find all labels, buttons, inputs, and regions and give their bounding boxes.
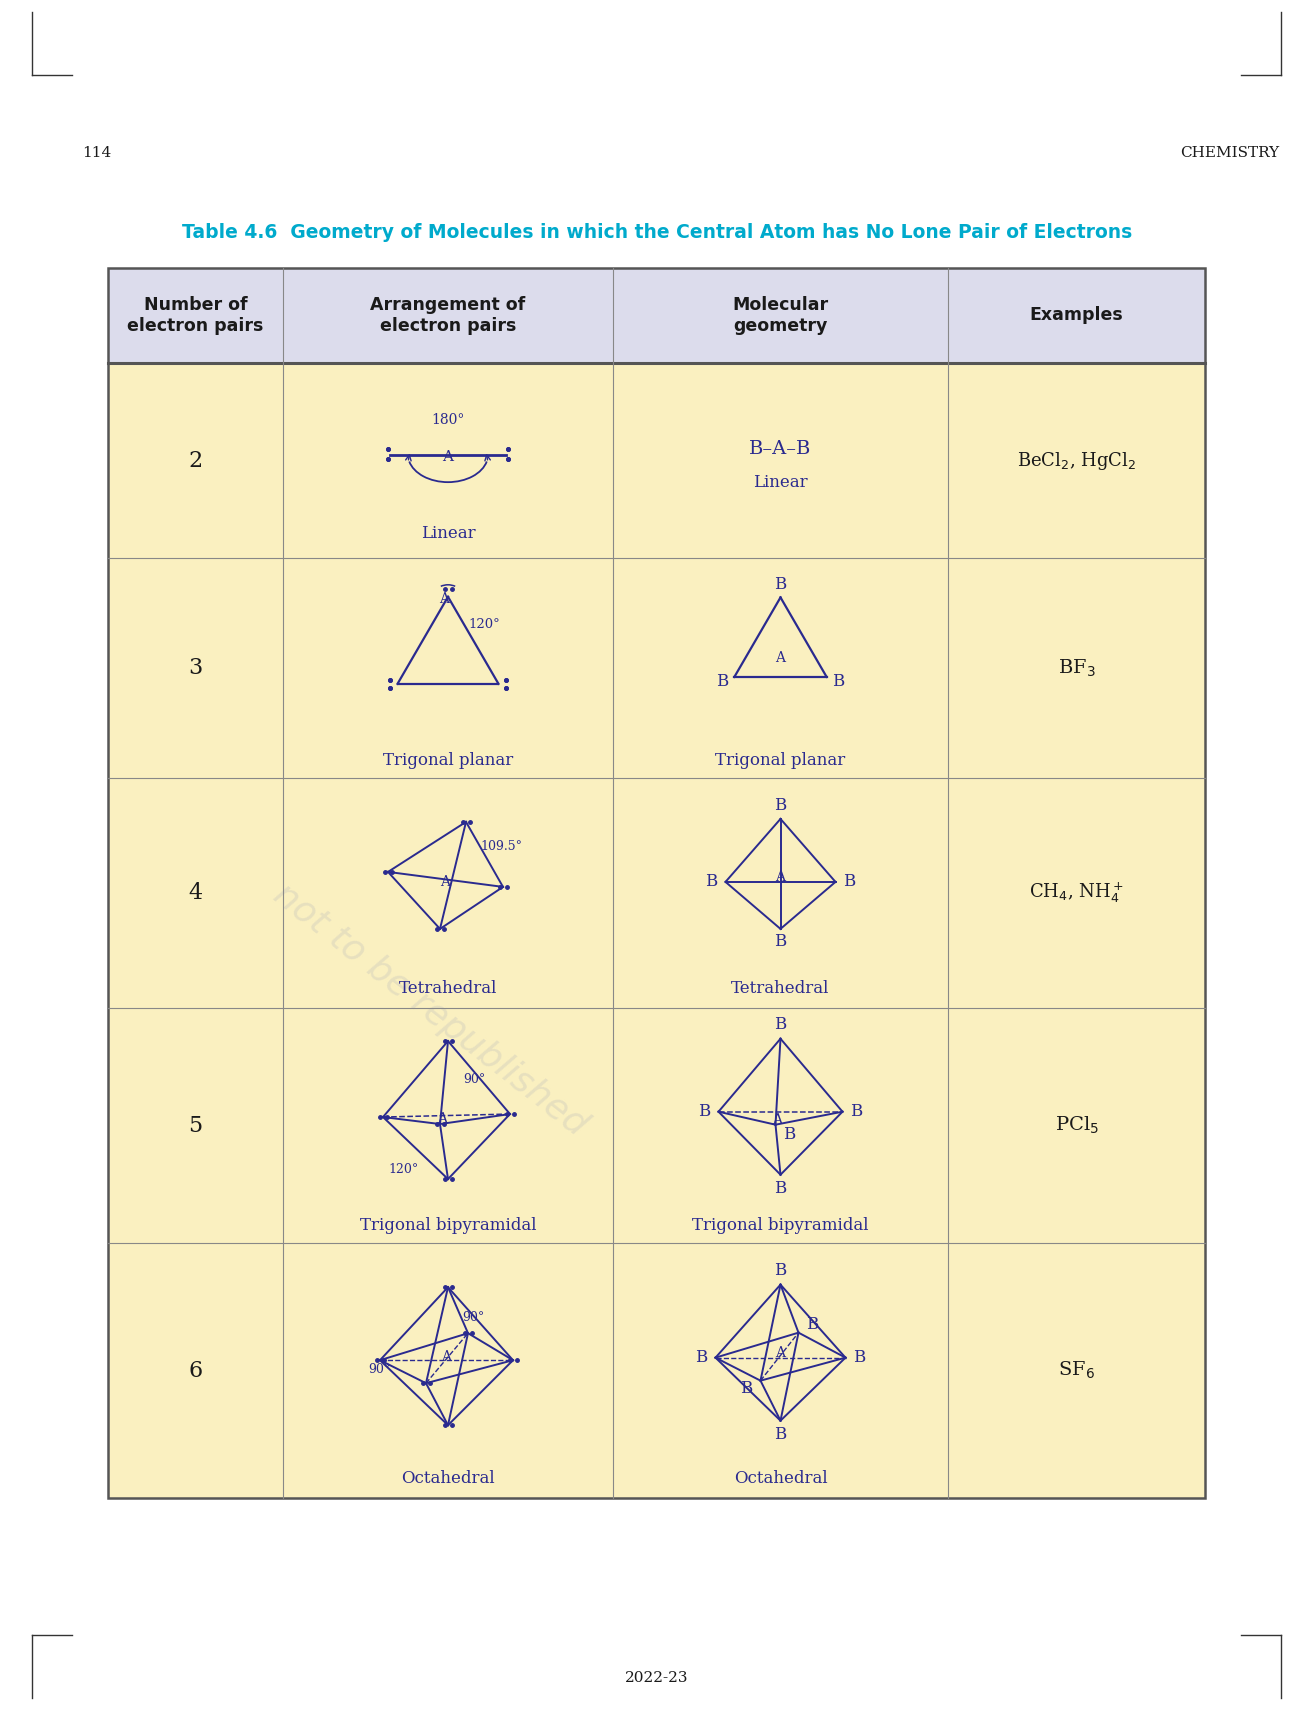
Text: A: A (440, 876, 450, 889)
Text: B: B (775, 797, 786, 814)
Text: BF$_3$: BF$_3$ (1058, 657, 1095, 679)
Text: 120°: 120° (389, 1163, 419, 1175)
Text: B–A–B: B–A–B (750, 439, 811, 458)
Text: 114: 114 (81, 145, 112, 161)
Text: 3: 3 (188, 657, 202, 679)
Text: Trigonal planar: Trigonal planar (383, 751, 513, 768)
Text: A: A (439, 592, 449, 605)
Text: B: B (741, 1380, 752, 1397)
Text: B: B (853, 1349, 865, 1366)
Text: 5: 5 (189, 1115, 202, 1137)
Text: Tetrahedral: Tetrahedral (731, 980, 830, 997)
Text: Linear: Linear (754, 474, 807, 491)
Bar (108, 268, 1205, 1498)
Text: 2022-23: 2022-23 (625, 1671, 689, 1684)
Text: A: A (776, 1346, 785, 1359)
Text: Examples: Examples (1029, 306, 1124, 325)
Text: B: B (775, 1426, 786, 1443)
Text: CHEMISTRY: CHEMISTRY (1180, 145, 1280, 161)
Text: 120°: 120° (467, 619, 500, 631)
Text: B: B (775, 934, 786, 951)
Text: 180°: 180° (431, 412, 465, 428)
Text: PCl$_5$: PCl$_5$ (1054, 1115, 1099, 1135)
Text: Octahedral: Octahedral (402, 1469, 495, 1486)
Text: A: A (442, 450, 453, 463)
Text: A: A (776, 652, 785, 665)
Text: A: A (772, 1113, 783, 1127)
Text: 90°: 90° (463, 1072, 486, 1086)
Text: B: B (843, 874, 856, 891)
Text: A: A (437, 1112, 446, 1127)
Text: B: B (806, 1317, 818, 1334)
Text: Trigonal planar: Trigonal planar (716, 751, 846, 768)
Text: A: A (441, 1351, 450, 1365)
Text: CH$_4$, NH$_4^+$: CH$_4$, NH$_4^+$ (1029, 881, 1124, 905)
Text: 2: 2 (189, 450, 202, 472)
Text: B: B (717, 674, 729, 691)
Text: B: B (832, 674, 844, 691)
Text: Linear: Linear (420, 525, 475, 542)
Text: 109.5°: 109.5° (481, 840, 523, 853)
Text: B: B (705, 874, 718, 891)
Text: B: B (775, 1262, 786, 1279)
Text: Tetrahedral: Tetrahedral (399, 980, 498, 997)
Bar (108, 363, 1205, 1498)
Text: B: B (696, 1349, 708, 1366)
Text: B: B (851, 1103, 863, 1120)
Text: 6: 6 (189, 1359, 202, 1382)
Text: B: B (699, 1103, 710, 1120)
Text: B: B (775, 576, 786, 593)
Text: B: B (784, 1127, 796, 1144)
Text: Number of
electron pairs: Number of electron pairs (127, 296, 264, 335)
Text: 90°: 90° (462, 1310, 484, 1324)
Text: 4: 4 (189, 882, 202, 905)
Text: A: A (776, 870, 785, 884)
Text: Arrangement of
electron pairs: Arrangement of electron pairs (370, 296, 525, 335)
Text: Table 4.6  Geometry of Molecules in which the Central Atom has No Lone Pair of E: Table 4.6 Geometry of Molecules in which… (183, 222, 1132, 241)
Text: B: B (775, 1016, 786, 1033)
Text: SF$_6$: SF$_6$ (1058, 1359, 1095, 1382)
Text: not to be republished: not to be republished (267, 877, 593, 1142)
Text: Molecular
geometry: Molecular geometry (733, 296, 829, 335)
Text: Octahedral: Octahedral (734, 1469, 827, 1486)
Text: Trigonal bipyramidal: Trigonal bipyramidal (360, 1216, 536, 1233)
Text: B: B (775, 1180, 786, 1197)
Text: BeCl$_2$, HgCl$_2$: BeCl$_2$, HgCl$_2$ (1016, 450, 1136, 472)
Bar (108, 268, 1205, 363)
Text: 90°: 90° (368, 1363, 390, 1377)
Text: Trigonal bipyramidal: Trigonal bipyramidal (692, 1216, 869, 1233)
